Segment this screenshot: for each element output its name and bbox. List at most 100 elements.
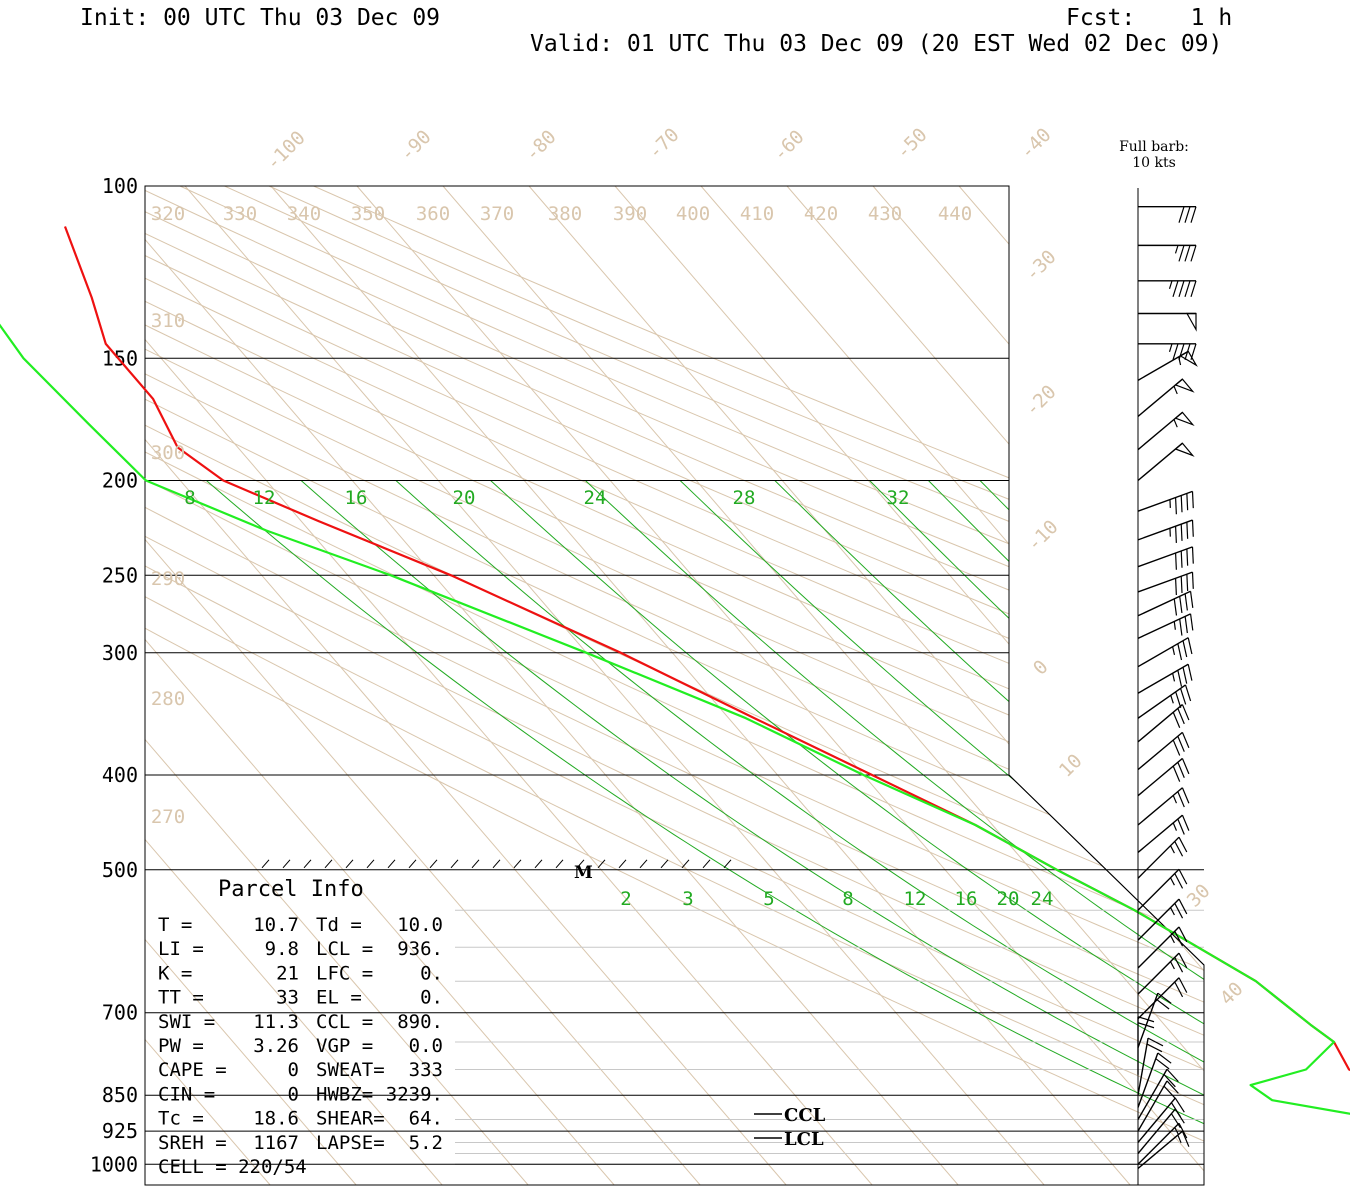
barb-half: [1168, 343, 1173, 353]
isotherm-line: [145, 186, 787, 1185]
isotherm-line: [270, 186, 1131, 1185]
barb-full: [1181, 814, 1190, 831]
parcel-info-value: 64.: [409, 1108, 443, 1130]
moist-adiabat-line: [979, 480, 1204, 1185]
isotherm-label: -70: [644, 124, 684, 164]
parcel-info-key: EL =: [316, 987, 362, 1009]
barb-full: [1178, 868, 1188, 885]
moist-adiabat-label: 20: [453, 487, 476, 509]
barb-full: [1181, 704, 1190, 721]
wind-barb: [1137, 378, 1195, 417]
parcel-info-value: 11.3: [253, 1011, 299, 1033]
wind-barb: [1137, 1052, 1172, 1108]
barb-full: [1174, 903, 1184, 919]
barb-full: [1191, 491, 1194, 509]
barb-full: [1181, 787, 1190, 804]
parcel-info-value: 0.: [420, 987, 443, 1009]
isotherm-label: -10: [1023, 516, 1063, 556]
barb-full: [1147, 1037, 1164, 1047]
wind-barb: [1138, 244, 1197, 262]
dry-adiabat-line: [145, 186, 1204, 1185]
dry-adiabat-line: [145, 186, 1204, 1185]
parcel-info-title: Parcel Info: [218, 877, 364, 902]
isotherm-label: -40: [1016, 124, 1056, 164]
barb-full: [1174, 526, 1177, 543]
barb-full: [1186, 574, 1189, 591]
parcel-info-key: SREH =: [158, 1132, 227, 1154]
freezing-hatch: [534, 859, 543, 869]
parcel-info-key: K =: [158, 962, 192, 984]
dry-adiabat-line: [145, 186, 1204, 1185]
parcel-info-key: CAPE =: [158, 1059, 227, 1081]
barb-full: [1172, 343, 1179, 361]
barb-full: [1172, 712, 1181, 728]
theta-label: 280: [151, 688, 185, 710]
isotherm-label: -80: [521, 126, 561, 166]
moist-adiabat-line: [774, 480, 1204, 1185]
freezing-hatch: [639, 859, 648, 869]
barb-half: [1172, 673, 1176, 682]
wind-barb: [1137, 590, 1194, 617]
parcel-info-value: 1167: [253, 1132, 299, 1154]
barb-full: [1177, 735, 1185, 752]
barb-full: [1181, 1130, 1190, 1147]
valid-time-label: Valid: 01 UTC Thu 03 Dec 09 (20 EST Wed …: [530, 31, 1223, 57]
pressure-tick-label: 400: [102, 763, 138, 787]
isotherm-line: [145, 186, 271, 1185]
pressure-tick-label: 300: [102, 641, 138, 665]
dry-adiabat-line: [145, 186, 1204, 1185]
freezing-hatch: [450, 859, 459, 869]
wind-barb: [1137, 546, 1194, 570]
wind-barb: [1137, 684, 1192, 719]
freezing-hatch: [282, 859, 291, 869]
barb-full: [1178, 206, 1185, 223]
wind-barb: [1137, 1122, 1188, 1165]
dry-adiabat-line: [145, 186, 1204, 1185]
barb-full: [1184, 206, 1191, 223]
parcel-info-key: T =: [158, 914, 192, 936]
barb-half: [1172, 822, 1178, 831]
parcel-info-value: 10.0: [397, 914, 443, 936]
barb-full: [1174, 1097, 1185, 1113]
parcel-info-value: 9.8: [265, 938, 299, 960]
barb-full: [1137, 1016, 1155, 1023]
wind-barb: [1137, 663, 1193, 694]
wind-barb: [1137, 350, 1198, 381]
dry-adiabat-line: [145, 186, 1204, 1185]
barb-key-line1: Full barb:: [1119, 139, 1189, 155]
parcel-info-value: 0: [288, 1059, 299, 1081]
barb-full: [1184, 684, 1192, 702]
barb-staff: [1137, 814, 1183, 853]
barb-staff: [1137, 571, 1193, 593]
barb-half: [1173, 621, 1176, 630]
barb-full: [1181, 758, 1190, 775]
mixing-ratio-line: [1270, 870, 1350, 1185]
barb-full: [1166, 1068, 1179, 1083]
isotherm-label: -50: [892, 124, 932, 164]
isotherm-line: [145, 186, 615, 1185]
theta-label: 340: [287, 203, 321, 225]
isotherm-line: [1130, 186, 1204, 1185]
wind-barb: [1137, 992, 1172, 1048]
freezing-hatch: [660, 859, 669, 869]
barb-full: [1155, 998, 1170, 1010]
barb-pennant: [1179, 350, 1198, 367]
wind-barb: [1137, 787, 1190, 826]
pressure-tick-label: 1000: [90, 1152, 138, 1176]
parcel-info-value: 18.6: [253, 1108, 299, 1130]
isotherm-line: [958, 186, 1204, 1185]
wind-barb: [1137, 977, 1188, 1020]
parcel-info-key: Tc =: [158, 1108, 204, 1130]
melting-level-marker: M: [574, 863, 593, 883]
barb-full: [1186, 548, 1189, 566]
barb-half: [1173, 419, 1178, 428]
parcel-info-value: 33: [276, 987, 299, 1009]
wind-barb: [1137, 731, 1190, 771]
isotherm-label: -60: [769, 126, 809, 166]
barb-full: [1187, 637, 1193, 655]
barb-full: [1173, 598, 1178, 616]
parcel-info-value: 0.0: [409, 1035, 443, 1057]
parcel-info-key: TT =: [158, 987, 204, 1009]
barb-full: [1177, 762, 1185, 778]
barb-staff: [1137, 590, 1191, 617]
